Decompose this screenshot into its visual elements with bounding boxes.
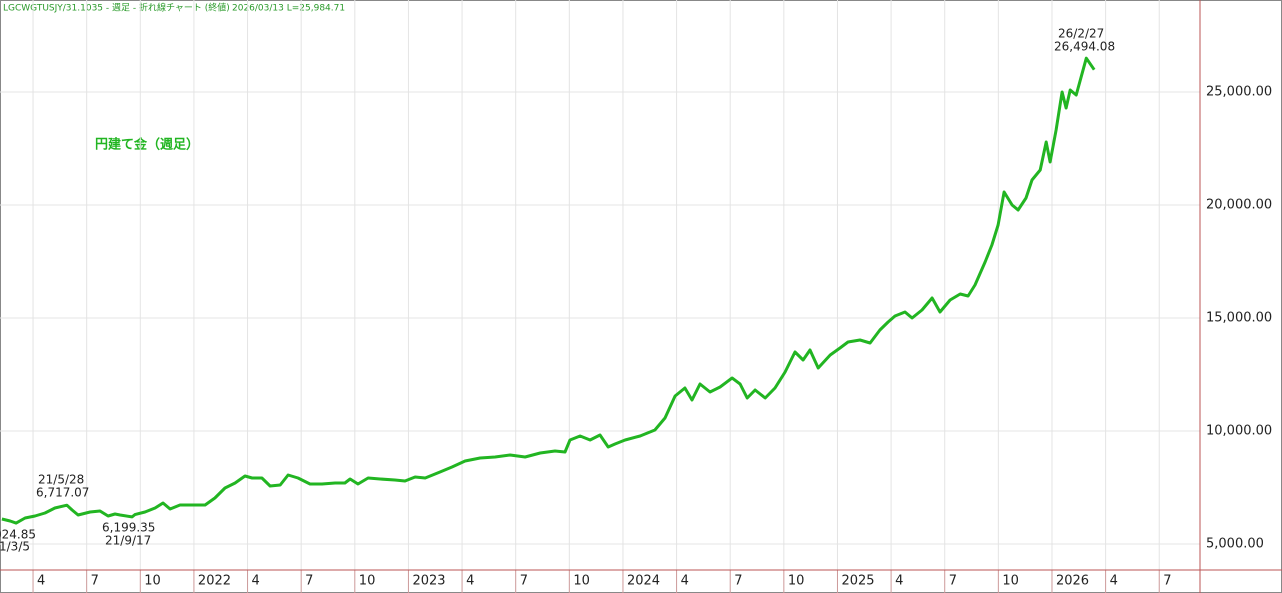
x-tick-label: 4 bbox=[37, 574, 45, 589]
x-tick-label: 10 bbox=[359, 574, 376, 589]
x-tick-label: 4 bbox=[895, 574, 903, 589]
x-tick-label: 10 bbox=[573, 574, 590, 589]
series-label: 円建て金（週足） bbox=[95, 137, 199, 153]
y-tick-label: 20,000.00 bbox=[1206, 197, 1272, 212]
x-tick-label: 4 bbox=[466, 574, 474, 589]
x-tick-label: 2024 bbox=[627, 574, 660, 589]
x-tick-label: 10 bbox=[144, 574, 161, 589]
y-tick-label: 15,000.00 bbox=[1206, 310, 1272, 325]
x-tick-label: 4 bbox=[1110, 574, 1118, 589]
y-tick-label: 25,000.00 bbox=[1206, 84, 1272, 99]
y-tick-label: 10,000.00 bbox=[1206, 424, 1272, 439]
x-tick-label: 7 bbox=[91, 574, 99, 589]
x-tick-label: 10 bbox=[788, 574, 805, 589]
x-tick-label: 4 bbox=[681, 574, 689, 589]
x-tick-label: 2023 bbox=[412, 574, 445, 589]
x-tick-label: 7 bbox=[1163, 574, 1171, 589]
x-tick-label: 7 bbox=[305, 574, 313, 589]
x-tick-label: 7 bbox=[949, 574, 957, 589]
line-series bbox=[1, 56, 1096, 525]
annotation: 1/3/5 bbox=[0, 540, 30, 554]
x-tick-label: 10 bbox=[1002, 574, 1019, 589]
x-tick-label: 4 bbox=[252, 574, 260, 589]
annotation: 21/5/28 bbox=[38, 473, 84, 487]
annotation: 024.85 bbox=[0, 528, 36, 542]
x-tick-label: 2026 bbox=[1056, 574, 1089, 589]
x-tick-label: 7 bbox=[520, 574, 528, 589]
annotation: 6,717.07 bbox=[36, 486, 89, 500]
x-tick-label: 7 bbox=[734, 574, 742, 589]
y-tick-label: 5,000.00 bbox=[1206, 537, 1264, 552]
chart-subtitle: 2026/03/13 L=25,984.71 bbox=[232, 4, 345, 14]
x-tick-label: 2022 bbox=[198, 574, 231, 589]
annotation: 26,494.08 bbox=[1054, 40, 1115, 54]
annotation: 21/9/17 bbox=[105, 534, 151, 548]
annotation: 26/2/27 bbox=[1058, 27, 1104, 41]
chart-title: LGCWGTUSJY/31.1035 - 週足 - 折れ線チャート (終値) bbox=[3, 2, 230, 14]
x-tick-label: 2025 bbox=[841, 574, 874, 589]
annotation: 6,199.35 bbox=[102, 521, 155, 535]
